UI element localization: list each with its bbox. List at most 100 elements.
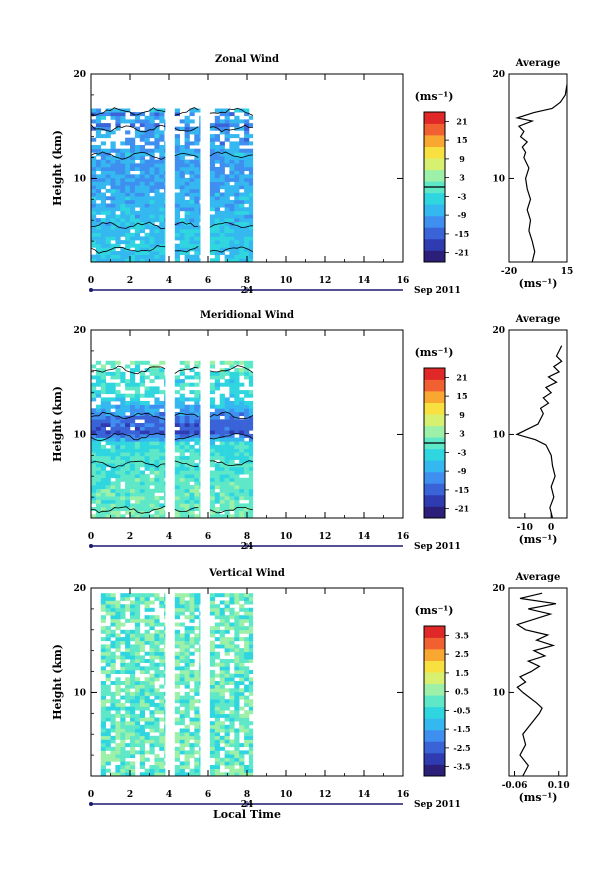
heatmap-cell [199,761,201,766]
heatmap-cell [110,651,116,656]
heatmap-cell [184,258,190,263]
heatmap-cell [179,510,185,515]
heatmap-cell [224,455,230,460]
heatmap-cell [229,199,235,204]
heatmap-cell [199,181,201,186]
heatmap-cell [194,218,200,223]
heatmap-cell [209,492,216,497]
heatmap-cell [149,236,155,241]
heatmap-cell [125,470,131,475]
heatmap-cell [219,368,225,373]
heatmap-cell [184,210,190,215]
heatmap-cell [130,119,136,124]
heatmap-cell [248,401,254,405]
heatmap-cell [239,404,245,409]
heatmap-cell [194,393,200,398]
heatmap-cell [125,466,131,471]
heatmap-cell [234,470,240,475]
heatmap-cell [239,181,245,186]
heatmap-cell [239,148,245,153]
heatmap-cell [234,254,240,259]
heatmap-cell [159,622,165,627]
heatmap-cell [134,477,141,482]
heatmap-cell [219,724,225,729]
heatmap-cell [239,659,245,663]
heatmap-cell [189,452,195,457]
heatmap-cell [199,666,201,671]
heatmap-cell [110,600,116,605]
heatmap-cell [214,437,220,442]
heatmap-cell [199,644,201,649]
heatmap-cell [239,695,245,700]
heatmap-cell [214,684,220,689]
heatmap-cell [189,629,195,634]
heatmap-cell [164,670,166,674]
heatmap-cell [189,496,195,501]
heatmap-cell [110,750,116,755]
heatmap-cell [244,470,250,475]
heatmap-cell [164,423,166,427]
heatmap-cell [130,699,136,704]
heatmap-cell [229,185,235,190]
heatmap-cell [120,754,126,759]
heatmap-cell [144,167,150,171]
heatmap-cell [125,218,131,223]
heatmap-cell [189,754,195,759]
heatmap-cell [189,699,195,704]
heatmap-cell [199,481,201,486]
heatmap-cell [199,232,201,237]
heatmap-cell [120,441,126,446]
contour-line [174,152,199,158]
heatmap-cell [105,123,111,128]
heatmap-cell [130,768,136,773]
heatmap-cell [214,757,220,762]
heatmap-cell [248,499,254,504]
heatmap-cell [115,463,121,468]
heatmap-cell [149,662,155,667]
heatmap-cell [164,382,166,387]
heatmap-cell [244,507,250,511]
heatmap-cell [91,514,97,519]
heatmap-cell [219,393,225,398]
heatmap-cell [199,754,201,759]
heatmap-cell [179,240,185,245]
heatmap-cell [115,721,121,726]
heatmap-cell [189,167,195,171]
heatmap-cell [134,404,141,409]
heatmap-cell [219,485,225,490]
heatmap-cell [194,488,200,493]
heatmap-cell [159,466,165,471]
heatmap-cell [164,119,166,124]
heatmap-cell [110,430,116,435]
heatmap-cell [105,459,111,464]
heatmap-cell [199,177,201,182]
heatmap-cell [179,772,185,777]
colorbar-tick-label: 3.5 [455,630,469,640]
heatmap-cell [125,232,131,237]
heatmap-cell [149,644,155,649]
heatmap-cell [110,757,116,762]
heatmap-cell [120,437,126,442]
average-x-tick-label: -0.06 [502,781,528,791]
heatmap-cell [234,750,240,755]
heatmap-cell [229,466,235,471]
heatmap-cell [115,470,121,475]
heatmap-cell [100,514,106,519]
heatmap-cell [91,258,97,263]
heatmap-cell [248,488,254,493]
heatmap-cell [248,757,254,762]
heatmap-cell [179,203,185,208]
heatmap-cell [234,145,240,149]
heatmap-cell [115,618,121,623]
heatmap-cell [224,181,230,186]
heatmap-cell [105,448,111,453]
heatmap-cell [174,681,180,685]
heatmap-cell [134,640,141,645]
heatmap-cell [219,721,225,726]
heatmap-cell [110,695,116,700]
heatmap-cell [248,174,254,179]
heatmap-cell [234,673,240,678]
heatmap-cell [219,772,225,777]
heatmap-cell [194,251,200,255]
heatmap-cell [184,148,190,153]
